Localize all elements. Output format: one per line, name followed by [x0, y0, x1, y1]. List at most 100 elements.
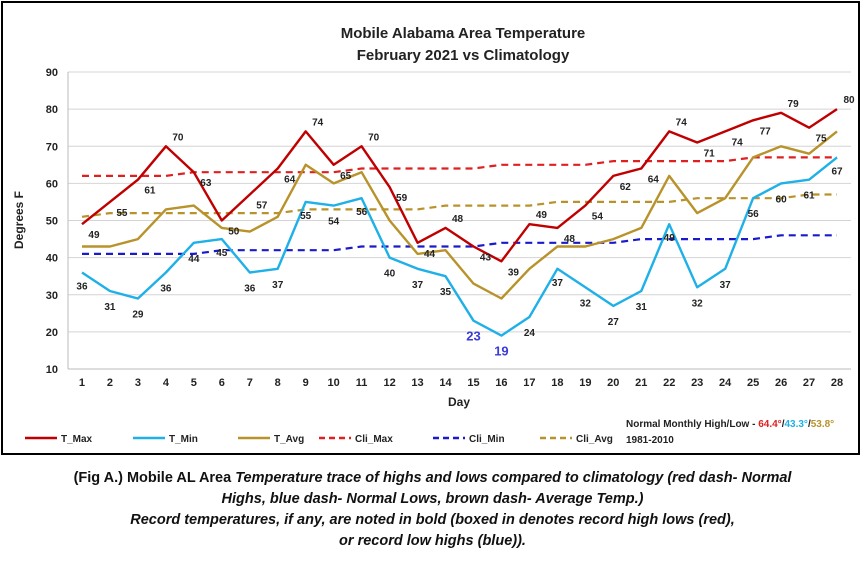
tmin-data-label: 36: [244, 283, 256, 294]
x-tick-label: 1: [79, 377, 85, 389]
tmin-data-label: 45: [216, 248, 228, 259]
tmax-data-label: 70: [368, 132, 380, 143]
tmin-data-label: 36: [160, 283, 172, 294]
tmin-data-label: 31: [636, 302, 648, 313]
x-tick-label: 12: [383, 377, 395, 389]
chart-frame: Mobile Alabama Area Temperature February…: [1, 1, 860, 455]
y-tick-label: 50: [46, 216, 58, 228]
tmax-data-label: 39: [508, 267, 520, 278]
legend: T_Max T_Min T_Avg Cli_Max Cli_Min Cli_Avg: [25, 434, 613, 445]
tmax-data-label: 49: [536, 210, 548, 221]
x-tick-label: 27: [803, 377, 815, 389]
tmax-data-label: 62: [620, 182, 632, 193]
legend-label-cli-avg: Cli_Avg: [576, 434, 613, 445]
figure-caption: (Fig A.) Mobile AL Area Temperature trac…: [20, 468, 845, 552]
y-tick-label: 10: [46, 364, 58, 376]
y-tick-label: 80: [46, 104, 58, 116]
y-tick-label: 70: [46, 141, 58, 153]
tmax-data-label: 61: [144, 186, 156, 197]
tmax-data-label: 74: [676, 117, 688, 128]
tmax-data-label: 77: [760, 126, 772, 137]
tmax-data-label: 79: [788, 99, 800, 110]
tmax-data-label: 59: [396, 193, 408, 204]
tmax-data-label: 54: [592, 212, 604, 223]
legend-label-cli-min: Cli_Min: [469, 434, 505, 445]
tmax-data-label: 44: [424, 249, 436, 260]
caption-line3: Record temperatures, if any, are noted i…: [130, 512, 735, 528]
x-tick-label: 4: [163, 377, 170, 389]
x-tick-label: 17: [523, 377, 535, 389]
tmax-data-label: 64: [284, 175, 296, 186]
tmin-data-label: 61: [803, 191, 815, 202]
caption-line2: Highs, blue dash- Normal Lows, brown das…: [221, 491, 644, 507]
y-tick-label: 60: [46, 178, 58, 190]
x-tick-label: 15: [467, 377, 479, 389]
x-tick-label: 21: [635, 377, 647, 389]
chart-title: Mobile Alabama Area Temperature: [341, 25, 586, 42]
series-line-cli-max: [82, 156, 837, 177]
x-tick-label: 5: [191, 377, 197, 389]
legend-label-t-avg: T_Avg: [274, 434, 304, 445]
x-tick-label: 23: [691, 377, 703, 389]
caption-line1a: (Fig A.) Mobile AL Area: [73, 470, 236, 486]
tmin-data-label: 35: [440, 287, 452, 298]
x-tick-label: 18: [551, 377, 563, 389]
chart-subtitle: February 2021 vs Climatology: [357, 47, 570, 64]
tmin-data-label: 32: [580, 298, 592, 309]
x-tick-label: 16: [495, 377, 507, 389]
tmax-data-label: 57: [256, 201, 268, 212]
y-tick-label: 40: [46, 253, 58, 265]
series-line-t-min: [81, 156, 838, 337]
x-tick-label: 11: [356, 377, 368, 389]
series-line-t-avg: [82, 130, 838, 300]
x-tick-label: 3: [135, 377, 141, 389]
tmax-data-label: 43: [480, 252, 492, 263]
series-line-t-max: [81, 108, 838, 263]
y-tick-label: 20: [46, 327, 58, 339]
record-low-label: 19: [494, 344, 508, 359]
normal-avg: 53.8°: [811, 419, 834, 430]
y-tick-label: 30: [46, 290, 58, 302]
tmin-data-label: 37: [720, 280, 732, 291]
x-tick-label: 7: [247, 377, 253, 389]
normals-label: Normal Monthly High/Low -: [626, 419, 758, 430]
tmax-data-label: 50: [228, 227, 240, 238]
tmin-data-label: 31: [104, 302, 116, 313]
tmin-data-label: 27: [608, 317, 620, 328]
x-tick-label: 22: [663, 377, 675, 389]
tmax-data-label: 49: [88, 230, 100, 241]
tmax-data-label: 64: [648, 175, 660, 186]
tmin-data-label: 60: [776, 194, 788, 205]
tmax-data-label: 71: [704, 149, 716, 160]
series-line-cli-avg: [81, 193, 837, 218]
tmax-data-label: 74: [732, 137, 744, 148]
tmin-data-label: 37: [552, 278, 564, 289]
legend-label-cli-max: Cli_Max: [355, 434, 393, 445]
tmax-data-label: 65: [340, 171, 352, 182]
tmin-data-label: 49: [664, 233, 676, 244]
x-tick-label: 6: [219, 377, 225, 389]
x-tick-label: 19: [579, 377, 591, 389]
normal-high: 64.4°: [758, 419, 781, 430]
tmin-data-label: 32: [692, 298, 704, 309]
y-tick-label: 90: [46, 67, 58, 79]
tmin-data-label: 24: [524, 328, 536, 339]
x-axis-label: Day: [448, 395, 470, 409]
x-tick-label: 26: [775, 377, 787, 389]
x-tick-label: 24: [719, 377, 732, 389]
tmax-data-label: 70: [172, 132, 184, 143]
x-tick-label: 10: [328, 377, 340, 389]
tmin-data-label: 29: [132, 309, 144, 320]
tmin-data-label: 54: [328, 217, 340, 228]
y-axis-label: Degrees F: [12, 191, 26, 249]
tmax-data-label: 74: [312, 117, 324, 128]
tmax-data-label: 75: [815, 134, 827, 145]
x-tick-label: 14: [439, 377, 452, 389]
x-tick-label: 2: [107, 377, 113, 389]
tmax-data-label: 55: [116, 208, 128, 219]
tmax-data-label: 63: [200, 178, 212, 189]
tmin-data-label: 67: [831, 166, 843, 177]
record-low-label: 23: [466, 329, 480, 344]
tmin-data-label: 36: [76, 281, 88, 292]
tmax-data-label: 48: [564, 234, 576, 245]
